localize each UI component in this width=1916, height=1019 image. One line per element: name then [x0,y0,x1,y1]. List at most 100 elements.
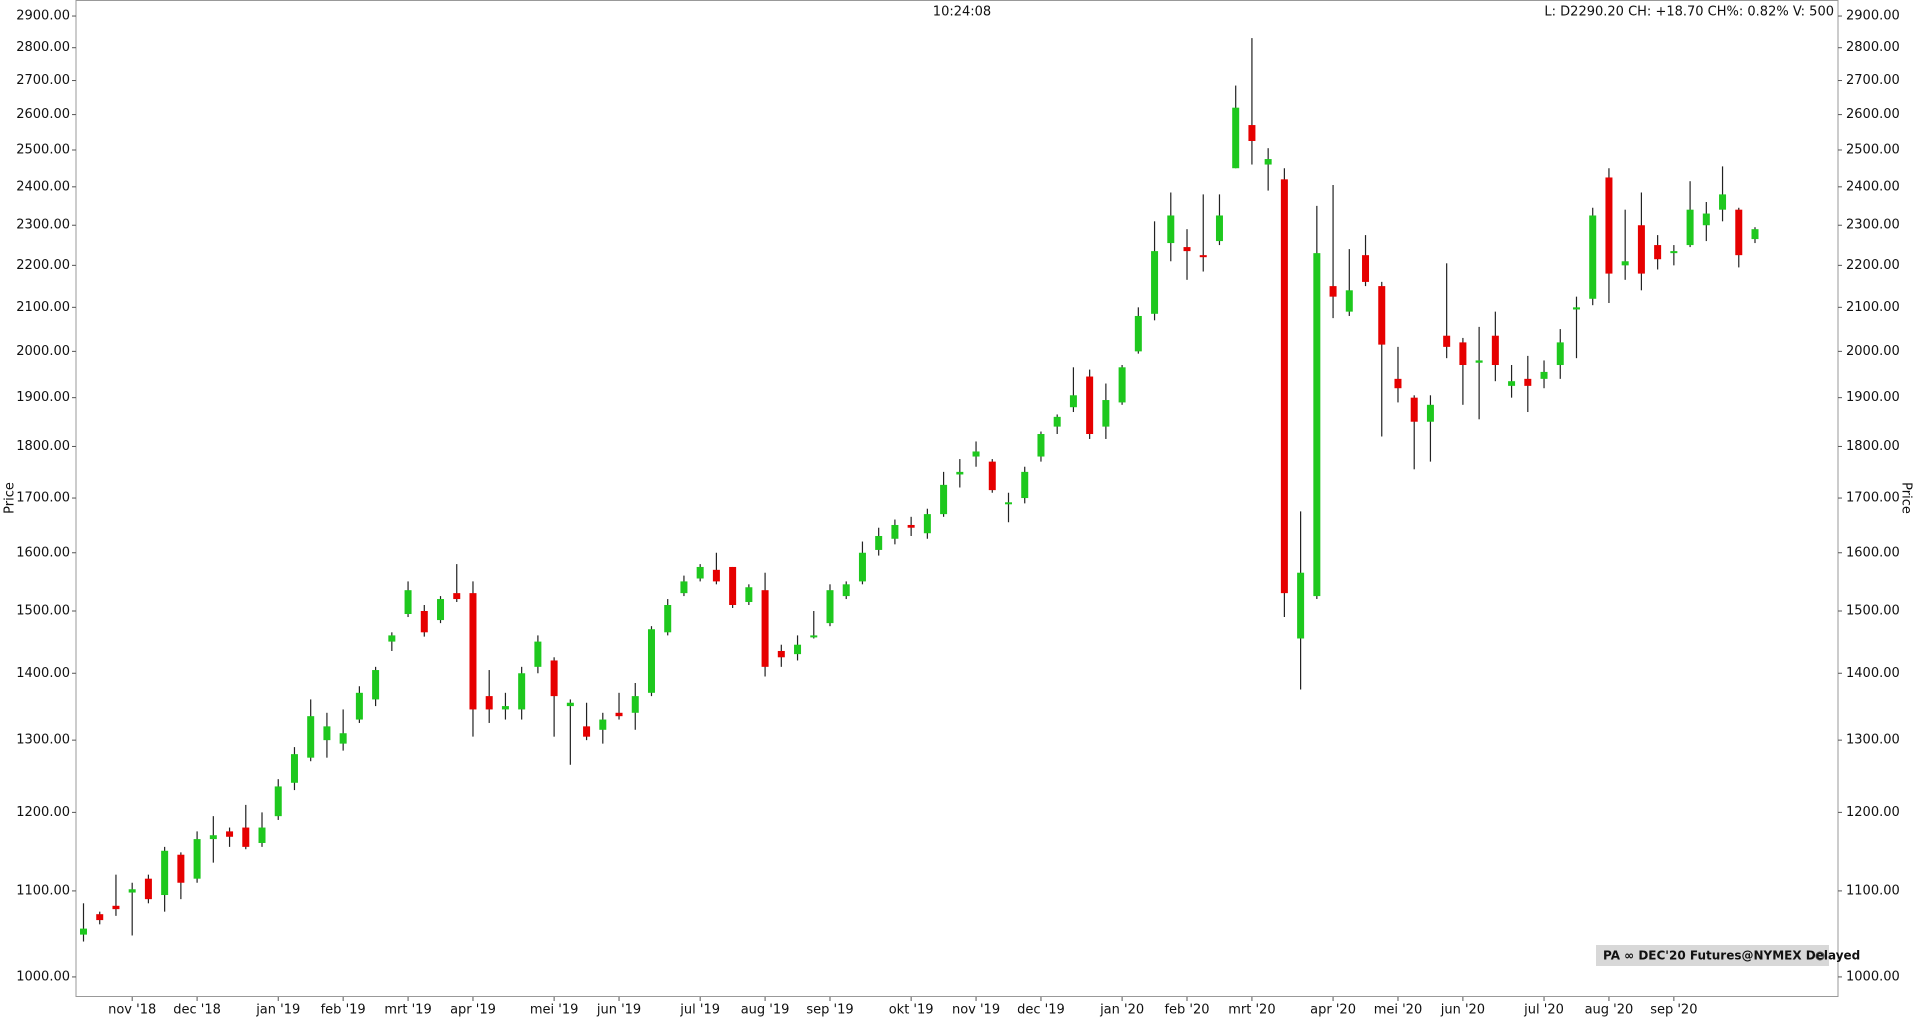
x-tick-label: dec '18 [173,1003,221,1018]
y2-tick-label: 1400.00 [1846,666,1900,681]
candle-body [761,590,769,667]
x-tick-label: jan '20 [1099,1003,1144,1018]
x-tick-label: okt '19 [889,1003,934,1018]
candle-body [1329,286,1337,297]
y-tick-label: 1300.00 [16,733,70,748]
y2-axis-label: Price [1899,482,1914,514]
y2-tick-label: 2600.00 [1846,107,1900,122]
candle-body [550,660,558,697]
candle-body [453,593,461,600]
candle-body [615,712,623,717]
candle-body [1232,107,1240,169]
candle-body [1199,255,1207,258]
candle-body [907,524,915,528]
candle-body [1475,360,1483,363]
y2-tick-label: 1900.00 [1846,390,1900,405]
y-axis-label: Price [3,482,18,514]
y-tick-label: 2200.00 [16,258,70,273]
x-tick-label: sep '20 [1650,1003,1697,1018]
y2-tick-label: 2500.00 [1846,142,1900,157]
candle-body [712,569,720,582]
candle-body [1345,290,1353,312]
candle-body [534,641,542,667]
candle-body [96,914,104,921]
candle-body [1572,307,1580,310]
candle-body [988,461,996,491]
candle-body [1037,434,1045,457]
x-tick-label: dec '19 [1017,1003,1065,1018]
legend-box [1596,945,1829,966]
candle-body [794,644,802,655]
candle-body [1426,404,1434,422]
candle-body [501,706,509,710]
candle-body [404,590,412,615]
candle-body [1280,179,1288,594]
candle-body [1264,159,1272,165]
plot-frame [75,0,1839,997]
y2-tick-label: 1800.00 [1846,439,1900,454]
x-tick-label: jun '19 [596,1003,641,1018]
candle-body [1134,315,1142,352]
y-tick-label: 1900.00 [16,390,70,405]
candle-body [1297,572,1305,639]
candle-body [1005,502,1013,505]
candle-body [940,484,948,515]
candle-body [1102,400,1110,427]
candle-body [1735,209,1743,256]
candle-body [226,831,234,837]
candle-body [1605,177,1613,274]
y-tick-label: 1100.00 [16,883,70,898]
candle-body [1118,367,1126,403]
candle-body [1069,395,1077,408]
y-tick-label: 1700.00 [16,491,70,506]
candle-body [599,719,607,730]
candle-body [1021,471,1029,499]
candle-body [1719,194,1727,210]
y-tick-label: 2400.00 [16,179,70,194]
y2-tick-label: 1700.00 [1846,491,1900,506]
y2-tick-label: 2800.00 [1846,40,1900,55]
x-tick-label: aug '19 [741,1003,790,1018]
x-tick-label: mrt '20 [1228,1003,1275,1018]
y2-tick-label: 1100.00 [1846,883,1900,898]
y-tick-label: 2800.00 [16,40,70,55]
candle-body [209,835,217,840]
x-tick-label: mei '19 [530,1003,579,1018]
y-tick-label: 2600.00 [16,107,70,122]
legend-text: PA ∞ DEC'20 Futures@NYMEX Delayed [1603,949,1860,963]
candle-body [1751,229,1759,240]
candle-body [956,471,964,475]
candle-body [339,733,347,744]
y2-tick-label: 1500.00 [1846,603,1900,618]
x-tick-label: jun '20 [1440,1003,1485,1018]
y-tick-label: 2100.00 [16,300,70,315]
candle-body [469,593,477,710]
candle-body [388,635,396,642]
candle-body [858,552,866,582]
y2-tick-label: 2000.00 [1846,344,1900,359]
y-tick-label: 2300.00 [16,218,70,233]
y2-tick-label: 2700.00 [1846,73,1900,88]
candle-body [1215,215,1223,242]
candle-body [842,584,850,597]
candle-body [1086,376,1094,435]
candle-body [1702,213,1710,226]
candle-body [696,566,704,579]
candle-body [177,854,185,883]
y-tick-label: 2700.00 [16,73,70,88]
y2-tick-label: 2400.00 [1846,179,1900,194]
candle-body [1313,253,1321,597]
y-tick-label: 1500.00 [16,603,70,618]
candle-body [258,827,266,843]
candle-body [1556,342,1564,366]
candle-body [875,535,883,550]
x-tick-label: apr '20 [1310,1003,1356,1018]
candle-body [1053,416,1061,427]
candle-body [1410,397,1418,422]
candle-body [437,599,445,621]
candle-body [1508,381,1516,386]
legend-icon [1815,951,1825,961]
candle-body [1670,251,1678,254]
